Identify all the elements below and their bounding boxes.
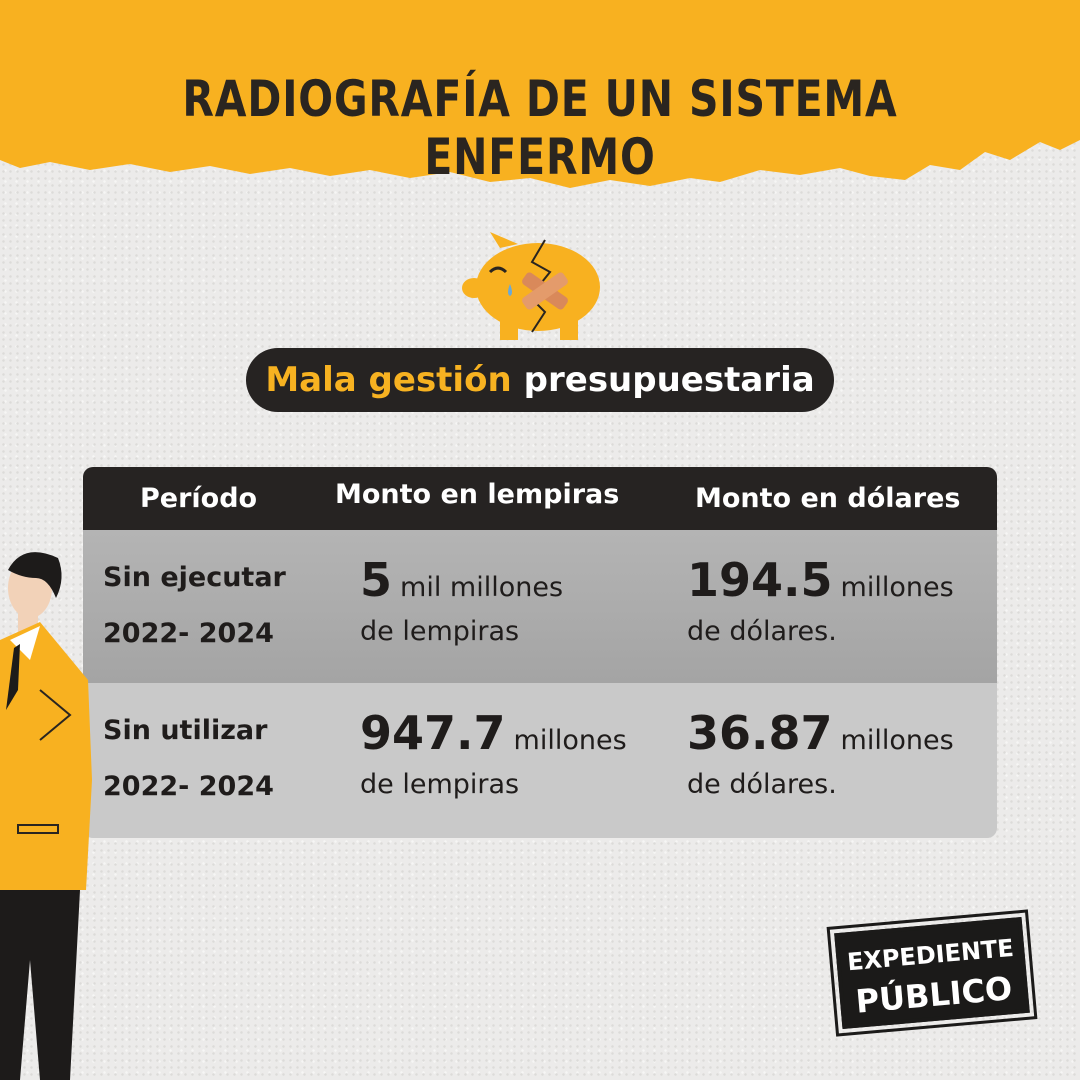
man-illustration [0, 552, 92, 1080]
column-header: Monto en dólares [695, 483, 961, 514]
period-cell: Sin ejecutar 2022- 2024 [103, 550, 286, 662]
table-row: Sin ejecutar 2022- 2024 5 mil millones de le… [83, 530, 997, 683]
amount-line: 947.7 millones [360, 710, 627, 763]
amount-cell: 947.7 millones de lempiras [360, 710, 627, 807]
amount-line: 194.5 millones [687, 557, 954, 610]
table-row: Sin utilizar 2022- 2024 947.7 millones de le… [83, 683, 997, 838]
subtitle-pill: Mala gestión presupuestaria [246, 348, 834, 412]
amount-suffix: de lempiras [360, 616, 520, 647]
amount-suffix: de lempiras [360, 769, 520, 800]
amount-unit: mil millones [400, 572, 564, 603]
amount-suffix: de dólares. [687, 616, 837, 647]
period-cell: Sin utilizar 2022- 2024 [103, 703, 274, 815]
header-band [0, 0, 1080, 188]
amount-line: 36.87 millones [687, 710, 954, 763]
subtitle-highlight: Mala gestión [265, 360, 512, 400]
amount-value: 5 [360, 553, 393, 607]
subtitle-rest: presupuestaria [523, 360, 815, 400]
piggy-icon [462, 232, 600, 340]
period-line: 2022- 2024 [103, 771, 274, 802]
amount-unit: millones [513, 725, 627, 756]
period-line: Sin ejecutar [103, 562, 286, 593]
table: Período Monto en lempiras Monto en dólar… [83, 467, 997, 838]
column-header: Período [140, 483, 258, 514]
table-header: Período Monto en lempiras Monto en dólar… [83, 467, 997, 530]
period-line: Sin utilizar [103, 715, 268, 746]
amount-unit: millones [840, 572, 954, 603]
title: RADIOGRAFÍA DE UN SISTEMA ENFERMO [182, 70, 898, 186]
amount-cell: 194.5 millones de dólares. [687, 557, 954, 654]
amount-cell: 5 mil millones de lempiras [360, 557, 564, 654]
amount-suffix: de dólares. [687, 769, 837, 800]
period-line: 2022- 2024 [103, 618, 274, 649]
amount-value: 194.5 [687, 553, 833, 607]
column-header: Monto en lempiras [335, 479, 620, 510]
amount-value: 36.87 [687, 706, 833, 760]
amount-line: 5 mil millones [360, 557, 564, 610]
amount-unit: millones [840, 725, 954, 756]
logo: EXPEDIENTE PÚBLICO [826, 908, 1038, 1038]
amount-cell: 36.87 millones de dólares. [687, 710, 954, 807]
amount-value: 947.7 [360, 706, 506, 760]
